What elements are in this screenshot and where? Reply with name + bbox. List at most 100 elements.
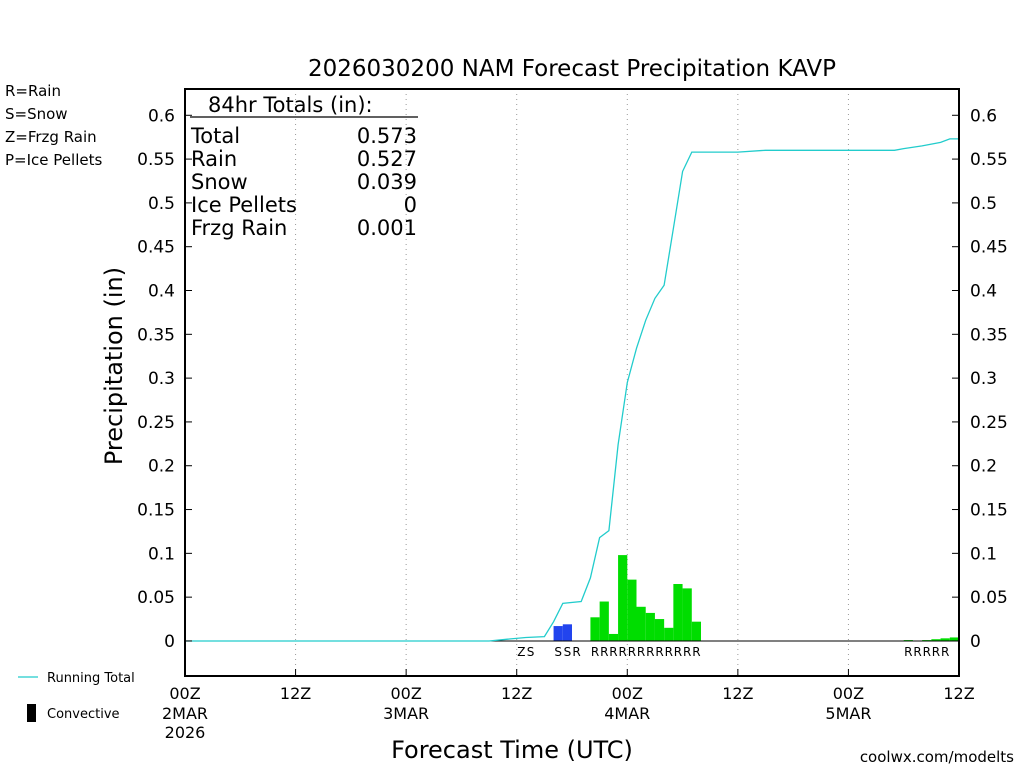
type-letter: R: [674, 645, 682, 659]
y-tick-label-right: 0.3: [970, 369, 997, 389]
x-tick-label: 00Z: [612, 684, 643, 703]
precip-bar: [636, 606, 646, 641]
x-tick-label: 12Z: [501, 684, 532, 703]
y-tick-label-right: 0.6: [970, 106, 997, 126]
totals-row-label: Ice Pellets: [191, 193, 297, 217]
totals-heading: 84hr Totals (in):: [208, 93, 373, 117]
precip-bar: [673, 584, 683, 641]
totals-row-value: 0.573: [357, 124, 417, 148]
type-letter: R: [609, 645, 617, 659]
x-tick-date: 3MAR: [383, 704, 429, 723]
y-tick-label-right: 0.4: [970, 282, 997, 302]
x-tick-year: 2026: [165, 723, 206, 742]
y-tick-label-left: 0.2: [148, 457, 175, 477]
y-tick-label-left: 0.45: [137, 238, 175, 258]
y-tick-label-left: 0: [164, 632, 175, 652]
type-letter: S: [527, 645, 535, 659]
totals-row-value: 0.527: [357, 147, 417, 171]
type-letter: R: [941, 645, 949, 659]
type-letter: R: [619, 645, 627, 659]
type-letter: R: [665, 645, 673, 659]
y-tick-label-right: 0.15: [970, 501, 1008, 521]
bottom-legend: Running Total Convective: [18, 671, 135, 722]
x-tick-date: 5MAR: [825, 704, 871, 723]
precip-bar: [940, 638, 950, 641]
x-tick-label: 12Z: [280, 684, 311, 703]
y-tick-label-left: 0.55: [137, 150, 175, 170]
totals-row-value: 0.039: [357, 170, 417, 194]
precip-bar: [645, 612, 655, 641]
y-tick-label-left: 0.3: [148, 369, 175, 389]
type-letter: R: [628, 645, 636, 659]
precip-bar: [654, 619, 665, 641]
precip-bar: [627, 579, 637, 641]
legend-entry: P=Ice Pellets: [5, 151, 102, 169]
axes: 0 0 0.05 0.05 0.1 0.1 0.15 0.15 0.2 0.2 0.25 0.25 0.…: [137, 88, 1008, 742]
y-tick-label-right: 0.2: [970, 457, 997, 477]
plot-frame: [184, 88, 960, 677]
x-tick-date: 2MAR: [162, 704, 208, 723]
type-letter: R: [646, 645, 654, 659]
type-letter: R: [913, 645, 921, 659]
y-tick-label-right: 0.35: [970, 325, 1008, 345]
type-letter: R: [932, 645, 940, 659]
type-letter: R: [904, 645, 912, 659]
totals-row-value: 0.001: [357, 216, 417, 240]
type-letter: Z: [517, 645, 525, 659]
y-tick-label-left: 0.1: [148, 544, 175, 564]
y-tick-label-left: 0.15: [137, 501, 175, 521]
precip-bar: [553, 626, 563, 641]
y-tick-label-left: 0.5: [148, 194, 175, 214]
y-axis-label: Precipitation (in): [100, 267, 128, 465]
convective-legend-swatch: [27, 704, 36, 722]
totals-row-label: Snow: [191, 170, 248, 194]
y-tick-label-left: 0.6: [148, 106, 175, 126]
type-letter: S: [564, 645, 572, 659]
bar-series: [185, 555, 959, 642]
y-tick-label-right: 0.5: [970, 194, 997, 214]
precip-type-legend: R=Rain S=Snow Z=Frzg Rain P=Ice Pellets: [5, 82, 102, 169]
y-tick-label-right: 0.55: [970, 150, 1008, 170]
precip-bar: [931, 639, 941, 641]
x-tick-date: 4MAR: [604, 704, 650, 723]
precip-bar: [590, 617, 600, 641]
y-tick-label-right: 0.1: [970, 544, 997, 564]
y-tick-label-right: 0.05: [970, 588, 1008, 608]
legend-entry: Z=Frzg Rain: [5, 128, 97, 146]
watermark: coolwx.com/modelts: [860, 748, 1014, 766]
totals-row-label: Rain: [191, 147, 237, 171]
totals-row-label: Frzg Rain: [191, 216, 287, 240]
x-tick-label: 00Z: [390, 684, 421, 703]
type-letter: R: [591, 645, 599, 659]
type-letter: R: [655, 645, 663, 659]
x-tick-label: 12Z: [722, 684, 753, 703]
convective-legend-label: Convective: [47, 707, 120, 722]
type-letter: R: [600, 645, 608, 659]
x-tick-label: 00Z: [833, 684, 864, 703]
precip-bar: [949, 637, 959, 641]
totals-box: 84hr Totals (in): Total 0.573 Rain 0.527 Snow…: [190, 93, 418, 240]
y-tick-label-right: 0.25: [970, 413, 1008, 433]
legend-entry: R=Rain: [5, 82, 61, 100]
x-tick-label: 00Z: [169, 684, 200, 703]
precip-bar: [599, 601, 609, 641]
running-total-series: [185, 138, 959, 642]
y-tick-label-left: 0.25: [137, 413, 175, 433]
chart-title: 2026030200 NAM Forecast Precipitation KA…: [308, 56, 836, 82]
running-total-legend-label: Running Total: [47, 671, 135, 686]
legend-entry: S=Snow: [5, 105, 68, 123]
x-tick-label: 12Z: [943, 684, 974, 703]
y-tick-label-left: 0.4: [148, 282, 175, 302]
precip-bar: [618, 555, 628, 641]
precip-bar: [691, 621, 701, 641]
totals-row-label: Total: [190, 124, 240, 148]
y-tick-label-left: 0.05: [137, 588, 175, 608]
type-letter: S: [554, 645, 562, 659]
x-axis-label: Forecast Time (UTC): [391, 736, 633, 764]
y-tick-label-right: 0: [970, 632, 981, 652]
precip-bar: [562, 624, 572, 641]
type-letter: R: [683, 645, 691, 659]
type-letter: R: [692, 645, 700, 659]
running-total-line: [185, 138, 959, 642]
